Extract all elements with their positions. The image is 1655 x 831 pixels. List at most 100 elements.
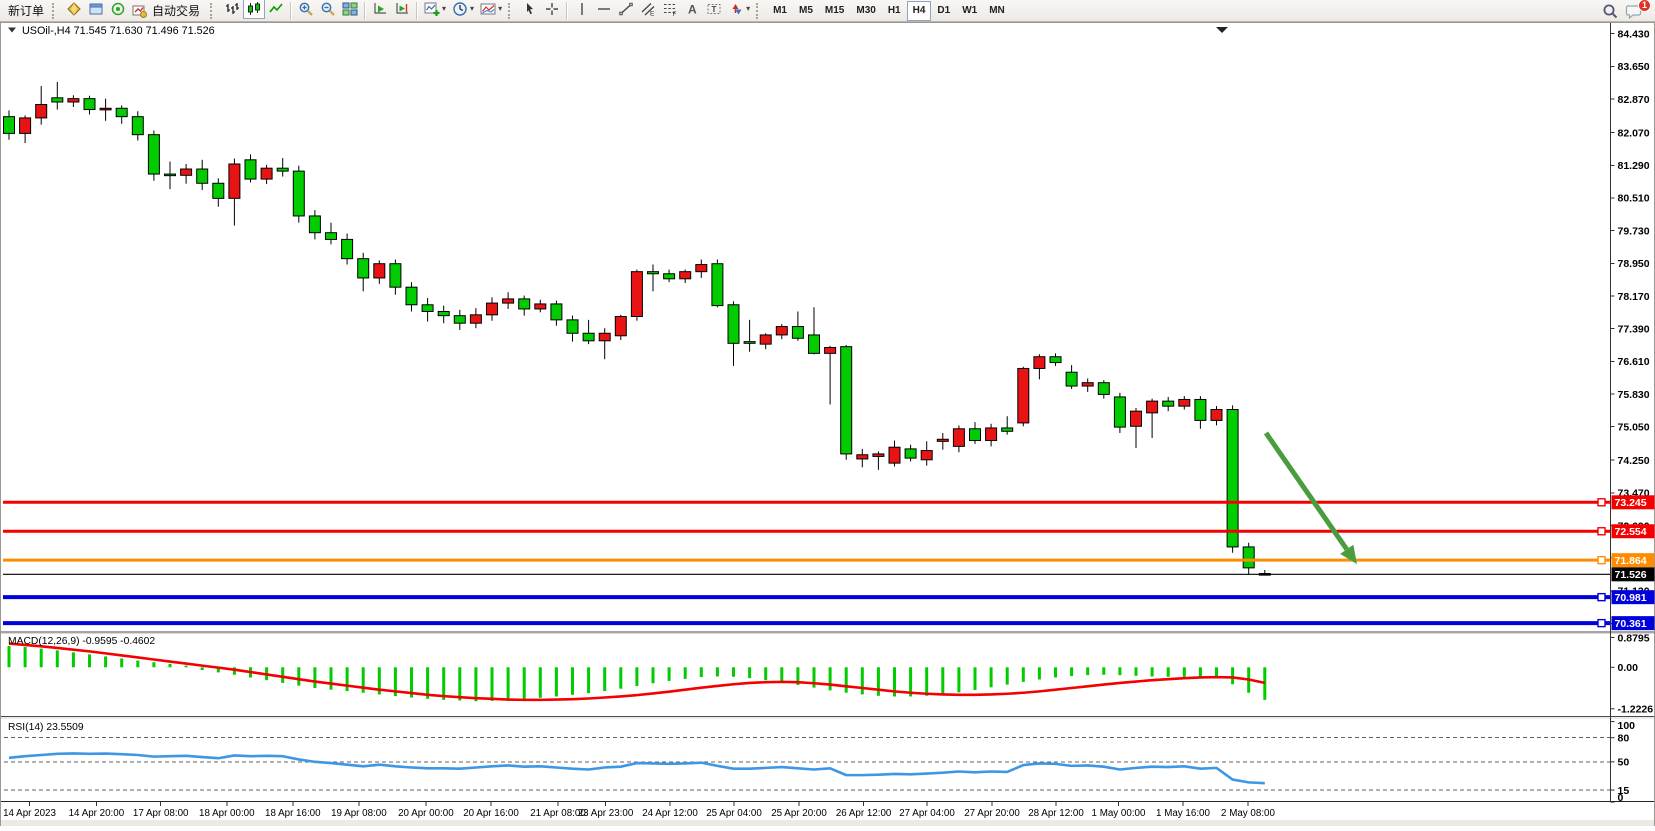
toolbar-grip[interactable]	[756, 2, 762, 19]
insert-group: ▾ ▾ ▾	[421, 0, 505, 22]
timeframe-m5-button[interactable]: M5	[793, 1, 819, 21]
search-icon[interactable]	[1598, 1, 1622, 21]
svg-text:27 Apr 04:00: 27 Apr 04:00	[899, 808, 955, 819]
dropdown-caret-icon[interactable]: ▾	[442, 4, 447, 13]
trendline-icon[interactable]	[615, 0, 637, 19]
gold-gem-icon[interactable]	[63, 0, 85, 19]
timeframe-m15-button[interactable]: M15	[819, 1, 850, 21]
svg-text:72.554: 72.554	[1615, 526, 1647, 538]
svg-text:F: F	[673, 11, 677, 17]
svg-text:75.830: 75.830	[1618, 389, 1650, 401]
svg-text:71.526: 71.526	[1615, 569, 1647, 581]
svg-text:75.050: 75.050	[1618, 421, 1650, 433]
pane-frame	[0, 22, 1655, 826]
trend-arrow-object[interactable]	[1263, 431, 1357, 565]
label-icon[interactable]: T	[703, 0, 725, 19]
horizontal-line-objects[interactable]	[3, 498, 1611, 628]
toolbar-separator	[566, 1, 569, 20]
svg-text:18 Apr 00:00: 18 Apr 00:00	[199, 808, 255, 819]
indicators-icon[interactable]: ▾	[421, 0, 449, 19]
svg-text:1 May 00:00: 1 May 00:00	[1092, 808, 1146, 819]
auto-scroll-icon[interactable]	[369, 0, 391, 19]
autotrading-label: 自动交易	[152, 4, 201, 18]
timeframe-h4-button[interactable]: H4	[906, 0, 932, 21]
time-axis[interactable]: 14 Apr 2023 14 Apr 20:00 17 Apr 08:00 18 Ap…	[3, 801, 1276, 820]
fibonacci-icon[interactable]: F	[659, 0, 681, 19]
toolbar-grip[interactable]	[210, 2, 216, 19]
svg-text:15: 15	[1618, 785, 1630, 797]
one-click-trading-arrow-icon[interactable]	[8, 27, 16, 33]
toolbar-separator	[364, 1, 367, 20]
svg-text:25 Apr 04:00: 25 Apr 04:00	[706, 808, 762, 819]
chart-shift-marker[interactable]	[1216, 27, 1228, 33]
svg-text:28 Apr 12:00: 28 Apr 12:00	[1028, 808, 1084, 819]
zoom-in-icon[interactable]	[295, 0, 317, 19]
zoom-group	[295, 0, 361, 22]
svg-text:82.070: 82.070	[1618, 127, 1650, 139]
horizontal-line-icon[interactable]	[593, 0, 615, 19]
timeframe-m1-button[interactable]: M1	[767, 1, 793, 21]
autotrading-chart-icon	[132, 3, 148, 19]
chart-canvas[interactable]: 84.430 83.650 82.870 82.070 81.290 80.510 79.7…	[0, 22, 1655, 826]
svg-text:27 Apr 20:00: 27 Apr 20:00	[964, 808, 1020, 819]
line-price-labels: 73.245 72.554 71.864 70.981 70.361 71.526	[1611, 495, 1655, 631]
arrows-icon[interactable]: ▾	[725, 0, 753, 19]
svg-text:25 Apr 20:00: 25 Apr 20:00	[771, 808, 827, 819]
autotrading-button[interactable]: 自动交易	[129, 1, 207, 21]
svg-text:70.981: 70.981	[1615, 592, 1647, 604]
templates-icon[interactable]: ▾	[477, 0, 505, 19]
chart-window[interactable]: 84.430 83.650 82.870 82.070 81.290 80.510 79.7…	[0, 22, 1655, 826]
svg-text:T: T	[712, 5, 717, 14]
rsi-label: RSI(14) 23.5509	[8, 722, 84, 733]
toolbar-separator	[290, 1, 293, 20]
bar-chart-icon[interactable]	[221, 0, 243, 19]
toolbar-grip[interactable]	[508, 2, 514, 19]
svg-text:78.950: 78.950	[1618, 258, 1650, 270]
timeframe-h1-button[interactable]: H1	[882, 1, 907, 21]
cursor-group	[519, 0, 563, 22]
svg-text:24 Apr 12:00: 24 Apr 12:00	[642, 808, 698, 819]
vertical-line-icon[interactable]	[571, 0, 593, 19]
dropdown-caret-icon[interactable]: ▾	[470, 4, 475, 13]
timeframe-w1-button[interactable]: W1	[956, 1, 983, 21]
svg-text:0: 0	[1618, 792, 1624, 804]
candlestick-chart-icon[interactable]	[243, 0, 266, 19]
svg-text:23 Apr 23:00: 23 Apr 23:00	[578, 808, 634, 819]
macd-pane: 0.8795 0.00 -1.2226	[7, 632, 1654, 716]
draw-tools-group: E F A T ▾	[571, 0, 753, 22]
svg-text:14 Apr 2023: 14 Apr 2023	[3, 808, 56, 819]
svg-text:20 Apr 00:00: 20 Apr 00:00	[398, 808, 454, 819]
svg-text:80.510: 80.510	[1618, 193, 1650, 205]
svg-text:50: 50	[1618, 757, 1630, 769]
svg-text:84.430: 84.430	[1618, 29, 1650, 41]
chart-type-group	[221, 0, 287, 22]
svg-text:80: 80	[1618, 733, 1630, 745]
crosshair-icon[interactable]	[541, 0, 563, 19]
text-icon[interactable]: A	[681, 0, 703, 19]
channel-icon[interactable]: E	[637, 0, 659, 19]
scroll-group	[369, 0, 413, 22]
timeframe-d1-button[interactable]: D1	[931, 1, 956, 21]
tile-windows-icon[interactable]	[339, 0, 361, 19]
svg-text:100: 100	[1618, 720, 1636, 732]
main-icon-group	[63, 0, 129, 22]
svg-text:26 Apr 12:00: 26 Apr 12:00	[836, 808, 892, 819]
svg-text:-1.2226: -1.2226	[1618, 704, 1654, 716]
chart-shift-icon[interactable]	[391, 0, 413, 19]
new-order-button[interactable]: 新订单	[3, 1, 49, 21]
cursor-icon[interactable]	[519, 0, 541, 19]
timeframe-mn-button[interactable]: MN	[983, 1, 1011, 21]
data-window-icon[interactable]	[85, 0, 107, 19]
dropdown-caret-icon[interactable]: ▾	[498, 4, 503, 13]
signal-icon[interactable]	[107, 0, 129, 19]
svg-text:20 Apr 16:00: 20 Apr 16:00	[463, 808, 519, 819]
svg-text:2 May 08:00: 2 May 08:00	[1221, 808, 1275, 819]
timeframe-m30-button[interactable]: M30	[850, 1, 881, 21]
zoom-out-icon[interactable]	[317, 0, 339, 19]
chat-icon[interactable]: 1	[1622, 0, 1651, 21]
line-chart-icon[interactable]	[265, 0, 287, 19]
macd-label: MACD(12,26,9) -0.9595 -0.4602	[8, 636, 155, 647]
dropdown-caret-icon[interactable]: ▾	[746, 4, 751, 13]
periods-icon[interactable]: ▾	[449, 0, 477, 19]
toolbar-grip[interactable]	[52, 2, 58, 19]
